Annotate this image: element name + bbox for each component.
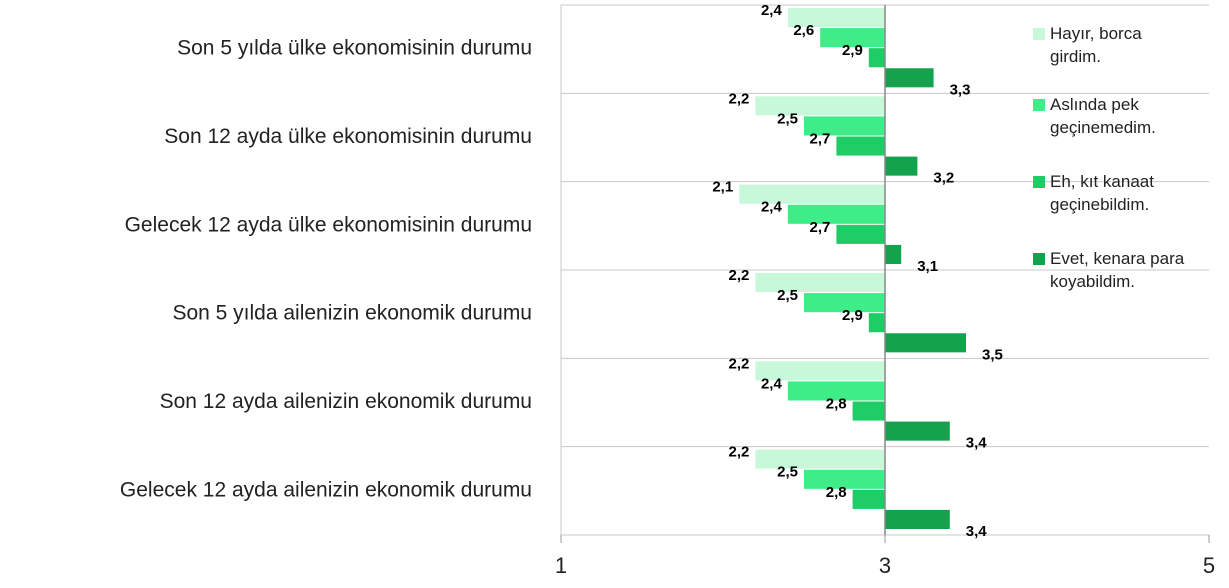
bar: [836, 224, 885, 244]
bar: [868, 313, 885, 333]
legend-swatch: [1033, 176, 1045, 188]
legend-swatch: [1033, 253, 1045, 265]
value-label: 2,4: [761, 2, 783, 19]
value-label: 2,9: [842, 307, 863, 324]
x-tick-label: 3: [879, 553, 891, 578]
value-label: 2,2: [729, 90, 750, 107]
bar: [755, 449, 885, 469]
value-label: 2,5: [777, 287, 798, 304]
legend-label: Evet, kenara para koyabildim.: [1050, 249, 1185, 291]
legend-item: Aslında pek geçinemedim.: [1033, 93, 1193, 139]
legend-label: Aslında pek geçinemedim.: [1050, 95, 1156, 137]
value-label: 3,1: [917, 258, 938, 275]
value-label: 3,4: [966, 523, 988, 540]
value-label: 3,4: [966, 435, 988, 452]
bar: [868, 48, 885, 68]
category-label: Son 12 ayda ailenizin ekonomik durumu: [160, 390, 532, 413]
value-label: 2,2: [729, 267, 750, 284]
value-label: 2,8: [826, 395, 847, 412]
bar: [852, 401, 885, 421]
x-tick-label: 1: [555, 553, 567, 578]
legend-item: Eh, kıt kanaat geçinebildim.: [1033, 170, 1193, 216]
value-label: 2,5: [777, 464, 798, 481]
bar: [755, 96, 885, 116]
value-label: 3,3: [950, 81, 971, 98]
bar: [787, 8, 885, 28]
x-tick-label: 5: [1203, 553, 1215, 578]
bar: [885, 509, 950, 529]
value-label: 2,1: [712, 179, 733, 196]
bar: [739, 184, 885, 204]
value-label: 2,7: [810, 219, 831, 236]
bar: [885, 333, 966, 353]
value-label: 2,2: [729, 355, 750, 372]
value-label: 2,7: [810, 130, 831, 147]
value-label: 3,5: [982, 346, 1003, 363]
bar: [804, 116, 885, 136]
value-label: 3,2: [933, 170, 954, 187]
value-label: 2,4: [761, 199, 783, 216]
value-label: 2,9: [842, 42, 863, 59]
bar: [885, 156, 918, 176]
value-label: 2,4: [761, 375, 783, 392]
legend-label: Hayır, borca girdim.: [1050, 24, 1142, 66]
bar: [885, 68, 934, 88]
bar: [804, 293, 885, 313]
bar: [820, 28, 885, 48]
category-label: Son 5 yılda ülke ekonomisinin durumu: [177, 37, 532, 60]
category-label: Son 5 yılda ailenizin ekonomik durumu: [172, 302, 532, 325]
value-label: 2,2: [729, 444, 750, 461]
value-label: 2,6: [793, 22, 814, 39]
value-label: 2,5: [777, 110, 798, 127]
legend-label: Eh, kıt kanaat geçinebildim.: [1050, 172, 1154, 214]
bar: [885, 244, 902, 264]
category-label: Gelecek 12 ayda ailenizin ekonomik durum…: [120, 478, 532, 501]
bar: [787, 204, 885, 224]
bar: [885, 421, 950, 441]
bar: [852, 489, 885, 509]
bar: [804, 469, 885, 489]
legend-swatch: [1033, 99, 1045, 111]
bar: [787, 381, 885, 401]
bar: [755, 361, 885, 381]
bar: [836, 136, 885, 156]
category-label: Gelecek 12 ayda ülke ekonomisinin durumu: [125, 213, 532, 236]
bar: [755, 273, 885, 293]
legend-item: Hayır, borca girdim.: [1033, 22, 1193, 68]
legend-swatch: [1033, 28, 1045, 40]
category-label: Son 12 ayda ülke ekonomisinin durumu: [164, 125, 532, 148]
legend-item: Evet, kenara para koyabildim.: [1033, 247, 1193, 293]
value-label: 2,8: [826, 484, 847, 501]
